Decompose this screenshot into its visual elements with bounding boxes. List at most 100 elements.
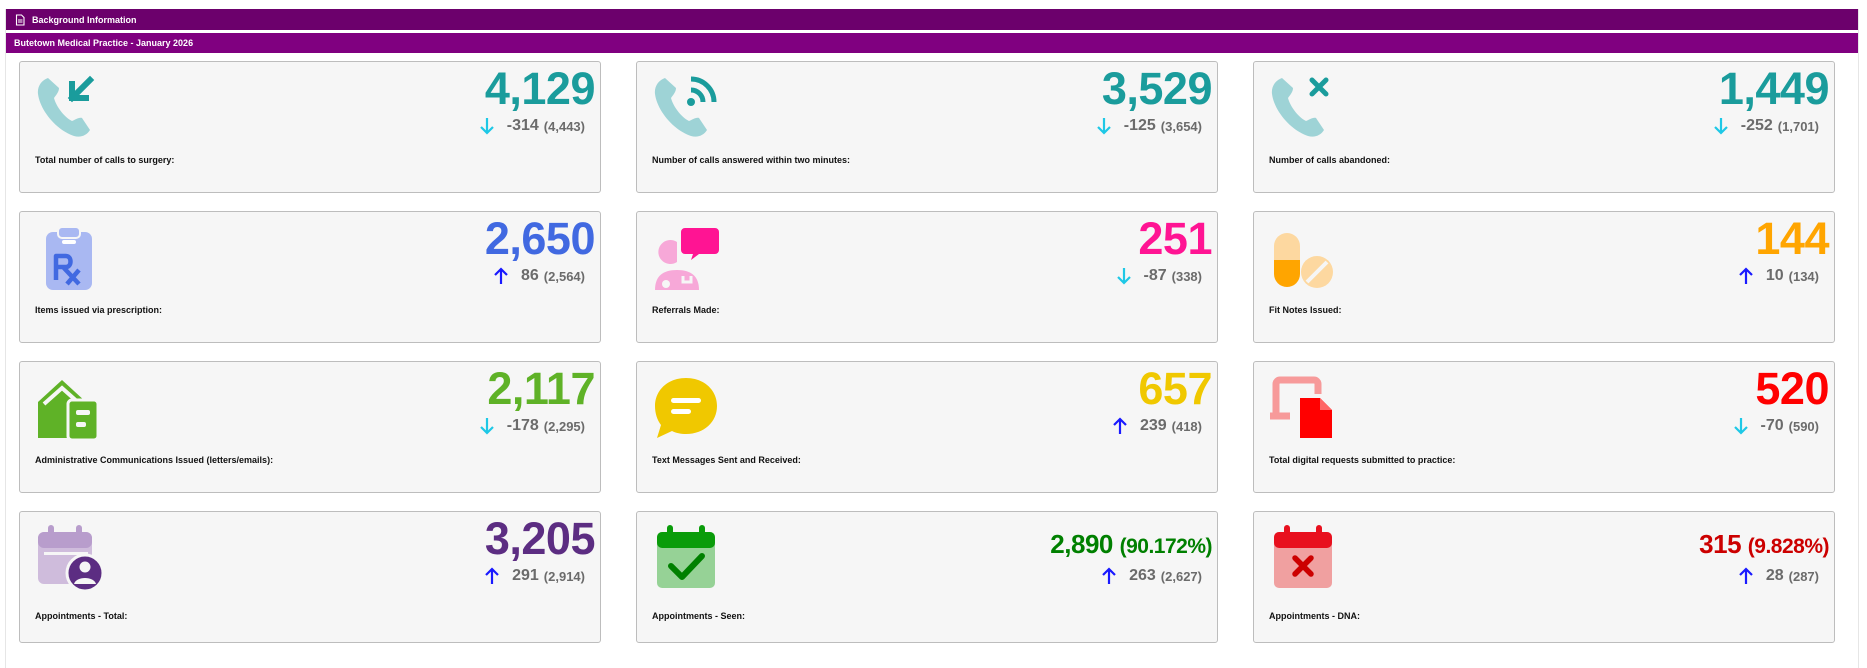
kpi-label: Total number of calls to surgery: (35, 155, 175, 165)
kpi-label: Total digital requests submitted to prac… (1269, 455, 1456, 465)
arrow-down-icon (1116, 268, 1131, 285)
kpi-change: -178 (2,295) (479, 416, 585, 436)
arrow-up-icon (1739, 567, 1753, 584)
arrow-up-icon (1113, 417, 1127, 434)
speech-bubble-icon (655, 378, 717, 438)
kpi-change: 291 (2,914) (484, 566, 585, 586)
kpi-value-percent: (90.172%) (1119, 535, 1213, 558)
kpi-label: Administrative Communications Issued (le… (35, 455, 274, 465)
arrow-down-icon (479, 418, 494, 435)
kpi-previous: (418) (1171, 418, 1202, 434)
kpi-card-calls-abandoned: 1,449 -252 (1,701) Number of calls aband… (1253, 61, 1835, 193)
kpi-value: 2,117 (487, 363, 595, 414)
kpi-card-appt-dna: 315 (9.828%) 28 (287) Appointments - DNA… (1253, 511, 1835, 643)
kpi-delta: -125 (1123, 117, 1156, 134)
kpi-change: -70 (590) (1733, 416, 1819, 436)
kpi-change: 86 (2,564) (493, 266, 585, 286)
arrow-down-icon (1713, 118, 1728, 135)
kpi-delta: -70 (1760, 417, 1784, 434)
kpi-value: 251 (1138, 213, 1212, 264)
kpi-change: -252 (1,701) (1713, 116, 1819, 136)
arrow-down-icon (479, 118, 494, 135)
kpi-change: -125 (3,654) (1096, 116, 1202, 136)
kpi-delta: -87 (1143, 267, 1167, 284)
arrow-down-icon (1733, 418, 1748, 435)
section-header[interactable]: Background Information (6, 9, 1858, 30)
kpi-value: 4,129 (484, 63, 596, 114)
calendar-user-icon (38, 525, 104, 592)
section-title: Background Information (32, 14, 137, 25)
kpi-card-text-messages: 657 239 (418) Text Messages Sent and Rec… (636, 361, 1218, 493)
kpi-previous: (4,443) (543, 118, 585, 134)
phone-incoming-icon (37, 75, 95, 137)
kpi-value-percent: (9.828%) (1747, 535, 1830, 558)
kpi-value: 1,449 (1718, 63, 1830, 114)
kpi-card-appt-total: 3,205 291 (2,914) Appointments - Total: (19, 511, 601, 643)
kpi-change: -87 (338) (1116, 266, 1202, 286)
arrow-up-icon (494, 267, 508, 284)
kpi-label: Number of calls abandoned: (1269, 155, 1391, 165)
kpi-delta: -178 (506, 417, 539, 434)
kpi-label: Text Messages Sent and Received: (652, 455, 801, 465)
arrow-down-icon (1096, 118, 1111, 135)
kpi-label: Appointments - Seen: (652, 611, 746, 621)
kpi-previous: (590) (1788, 418, 1819, 434)
document-icon (15, 13, 25, 26)
kpi-delta: 10 (1765, 267, 1784, 284)
kpi-previous: (2,914) (543, 568, 585, 584)
kpi-delta: -252 (1740, 117, 1773, 134)
kpi-label: Appointments - Total: (35, 611, 128, 621)
kpi-change: 263 (2,627) (1101, 566, 1202, 586)
kpi-change: 28 (287) (1738, 566, 1819, 586)
arrow-up-icon (1102, 567, 1116, 584)
kpi-change: -314 (4,443) (479, 116, 585, 136)
kpi-delta: 86 (521, 267, 539, 284)
kpi-label: Fit Notes Issued: (1269, 305, 1342, 315)
kpi-previous: (1,701) (1777, 118, 1819, 134)
kpi-previous: (287) (1788, 568, 1819, 584)
kpi-card-appt-seen: 2,890 (90.172%) 263 (2,627) Appointments… (636, 511, 1218, 643)
kpi-value: 3,529 (1101, 63, 1213, 114)
phone-answered-icon (654, 76, 717, 137)
kpi-delta: 263 (1129, 567, 1156, 584)
kpi-value: 657 (1138, 363, 1212, 414)
kpi-value: 2,650 (484, 213, 596, 264)
kpi-card-fit-notes: 144 10 (134) Fit Notes Issued: (1253, 211, 1835, 343)
kpi-card-calls-total: 4,129 -314 (4,443) Total number of calls… (19, 61, 601, 193)
pills-icon (1274, 233, 1333, 288)
kpi-value: 144 (1755, 213, 1829, 264)
kpi-previous: (134) (1788, 268, 1819, 284)
kpi-label: Appointments - DNA: (1269, 611, 1360, 621)
kpi-label: Number of calls answered within two minu… (652, 155, 851, 165)
prescription-icon (46, 226, 92, 290)
kpi-change: 239 (418) (1112, 416, 1202, 436)
practice-header: Butetown Medical Practice - January 2026 (6, 33, 1858, 53)
kpi-previous: (2,564) (543, 268, 585, 284)
calendar-check-icon (657, 525, 715, 588)
kpi-value: 315 (9.828%) (1699, 524, 1829, 567)
kpi-card-prescriptions: 2,650 86 (2,564) Items issued via prescr… (19, 211, 601, 343)
phone-abandoned-icon (1271, 77, 1329, 137)
kpi-card-admin-comms: 2,117 -178 (2,295) Administrative Commun… (19, 361, 601, 493)
digital-request-icon (1270, 376, 1332, 438)
kpi-delta: 239 (1139, 417, 1167, 434)
kpi-previous: (338) (1171, 268, 1202, 284)
doctor-chat-icon (655, 228, 719, 290)
kpi-label: Referrals Made: (652, 305, 720, 315)
kpi-label: Items issued via prescription: (35, 305, 163, 315)
kpi-value: 2,890 (90.172%) (1050, 524, 1212, 567)
kpi-card-referrals: 251 -87 (338) Referrals Made: (636, 211, 1218, 343)
kpi-grid: 4,129 -314 (4,443) Total number of calls… (19, 61, 1835, 643)
kpi-value-number: 2,890 (1050, 529, 1113, 559)
mail-envelope-icon (38, 380, 100, 442)
practice-title: Butetown Medical Practice - January 2026 (14, 38, 194, 48)
kpi-previous: (3,654) (1160, 118, 1202, 134)
kpi-change: 10 (134) (1738, 266, 1819, 286)
kpi-delta: 28 (1765, 567, 1784, 584)
kpi-card-calls-answered: 3,529 -125 (3,654) Number of calls answe… (636, 61, 1218, 193)
kpi-previous: (2,295) (543, 418, 585, 434)
arrow-up-icon (1739, 267, 1753, 284)
kpi-value: 520 (1755, 363, 1829, 414)
calendar-cross-icon (1274, 525, 1332, 588)
kpi-card-digital-requests: 520 -70 (590) Total digital requests sub… (1253, 361, 1835, 493)
